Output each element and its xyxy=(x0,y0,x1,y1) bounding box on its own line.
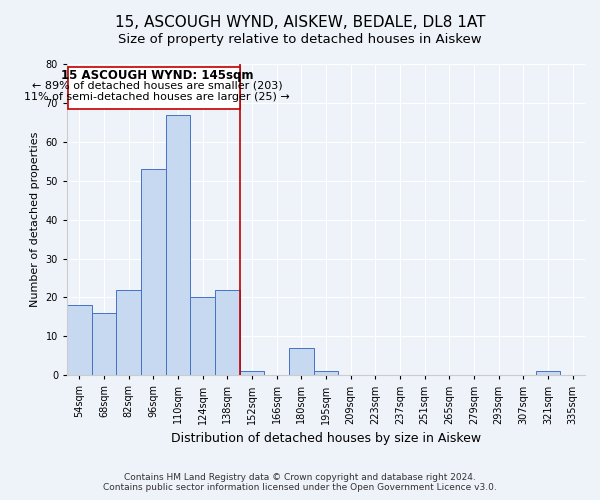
X-axis label: Distribution of detached houses by size in Aiskew: Distribution of detached houses by size … xyxy=(171,432,481,445)
Text: 15 ASCOUGH WYND: 145sqm: 15 ASCOUGH WYND: 145sqm xyxy=(61,68,253,82)
Text: ← 89% of detached houses are smaller (203): ← 89% of detached houses are smaller (20… xyxy=(32,80,283,90)
Text: Contains HM Land Registry data © Crown copyright and database right 2024.
Contai: Contains HM Land Registry data © Crown c… xyxy=(103,473,497,492)
Bar xyxy=(92,313,116,376)
Text: 11% of semi-detached houses are larger (25) →: 11% of semi-detached houses are larger (… xyxy=(24,92,290,102)
Bar xyxy=(68,66,240,108)
Bar xyxy=(215,290,240,376)
Bar xyxy=(536,372,560,376)
Y-axis label: Number of detached properties: Number of detached properties xyxy=(30,132,40,308)
Bar xyxy=(240,372,265,376)
Bar xyxy=(141,169,166,376)
Bar xyxy=(314,372,338,376)
Bar xyxy=(190,298,215,376)
Text: 15, ASCOUGH WYND, AISKEW, BEDALE, DL8 1AT: 15, ASCOUGH WYND, AISKEW, BEDALE, DL8 1A… xyxy=(115,15,485,30)
Bar xyxy=(289,348,314,376)
Bar xyxy=(166,114,190,376)
Bar xyxy=(116,290,141,376)
Bar xyxy=(67,305,92,376)
Text: Size of property relative to detached houses in Aiskew: Size of property relative to detached ho… xyxy=(118,32,482,46)
